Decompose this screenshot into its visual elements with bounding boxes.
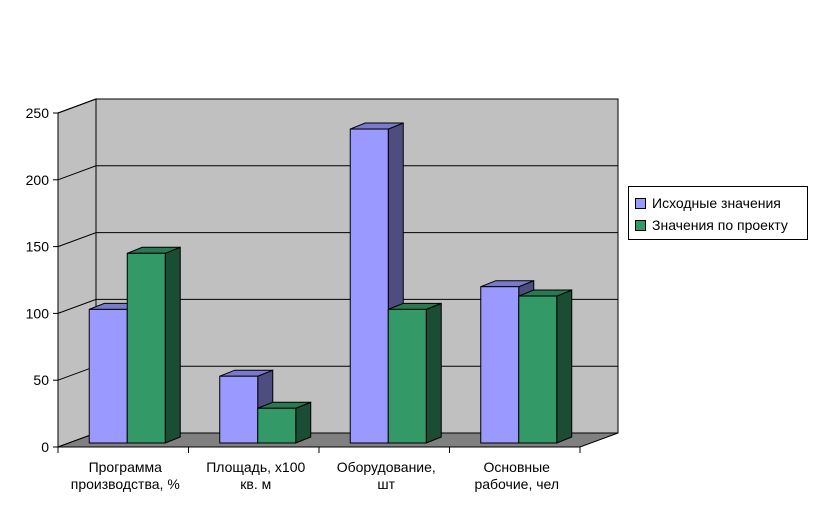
bar-front-1-1 [88, 308, 128, 444]
y-tick-label-250: 250 [26, 105, 50, 121]
x-tick-label-1: Программа производства, % [71, 459, 180, 492]
legend-swatch-series-1 [635, 197, 646, 209]
x-tick-label-4: Основные рабочие, чел [474, 459, 559, 492]
bar-1-series-2 [126, 246, 181, 444]
y-tick-label-150: 150 [26, 239, 50, 255]
gridline-100 [57, 298, 618, 314]
bar-front-3-2 [387, 308, 427, 444]
x-tick-label-3-line-2: шт [377, 476, 395, 492]
x-tick-label-1-line-2: производства, % [71, 476, 180, 492]
bar-front-4-1 [480, 286, 520, 444]
bar-side-2-2 [295, 401, 312, 444]
y-tick-label-200: 200 [26, 172, 50, 188]
legend-label-series-1: Исходные значения [652, 195, 781, 211]
bar-front-2-2 [257, 407, 297, 444]
bar-3-series-2 [387, 302, 442, 444]
y-tick-label-50: 50 [33, 372, 49, 388]
bar-front-1-2 [126, 252, 166, 444]
bar-front-2-1 [219, 375, 259, 444]
bar-2-series-2 [257, 401, 312, 444]
legend-item-series-1: Исходные значения [635, 192, 807, 214]
gridline-150 [57, 232, 618, 248]
x-tick-label-4-line-2: рабочие, чел [474, 476, 559, 492]
x-tick-label-3: Оборудование, шт [337, 459, 436, 492]
legend-item-series-2: Значения по проекту [635, 214, 807, 236]
x-tick-label-4-line-1: Основные [484, 459, 551, 475]
bar-side-4-2 [556, 289, 573, 444]
bar-front-4-2 [518, 295, 558, 444]
bar-side-3-2 [425, 302, 442, 444]
x-tick-label-2: Площадь, х100 кв. м [206, 459, 305, 492]
legend: Исходные значения Значения по проекту [628, 186, 808, 240]
gridline-250 [57, 98, 618, 114]
bar-4-series-2 [518, 289, 573, 444]
x-tick-label-3-line-1: Оборудование, [337, 459, 436, 475]
bar-front-3-1 [349, 128, 389, 444]
y-tick-label-100: 100 [26, 305, 50, 321]
x-tick-label-1-line-1: Программа [89, 459, 163, 475]
legend-swatch-series-2 [635, 219, 646, 231]
x-tick-label-2-line-1: Площадь, х100 [206, 459, 305, 475]
bar-side-1-2 [164, 246, 181, 444]
x-tick-label-2-line-2: кв. м [240, 476, 271, 492]
legend-label-series-2: Значения по проекту [652, 217, 788, 233]
y-tick-label-0: 0 [41, 439, 49, 455]
gridline-200 [57, 165, 618, 181]
